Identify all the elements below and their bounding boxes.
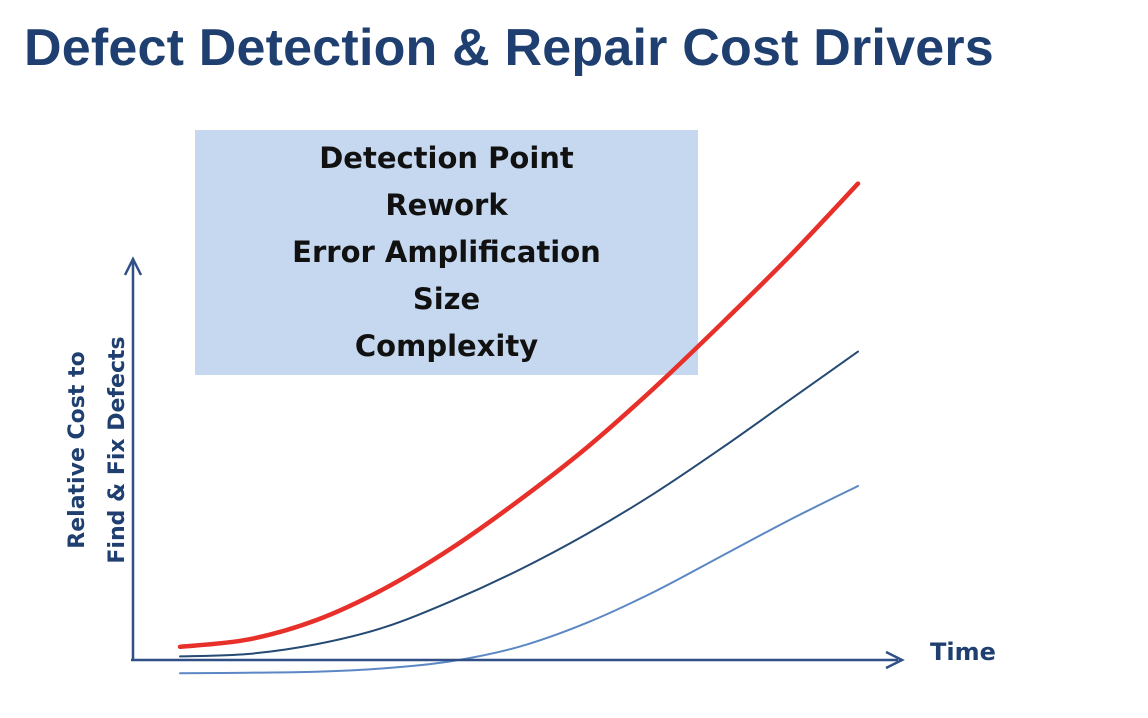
series-line-medium — [179, 350, 859, 658]
slide-title: Defect Detection & Repair Cost Drivers — [24, 19, 994, 77]
drivers-box: Detection Point Rework Error Amplificati… — [195, 130, 698, 375]
x-axis-label: Time — [930, 638, 996, 666]
driver-error-amplification: Error Amplification — [292, 235, 601, 269]
x-axis-arrow — [885, 650, 905, 670]
driver-complexity: Complexity — [354, 329, 539, 363]
y-axis-label-line-1: Relative Cost to — [65, 351, 90, 549]
series-line-low — [179, 485, 859, 675]
series-line-high — [177, 181, 861, 650]
y-axis-arrow — [123, 256, 143, 276]
y-axis-label-line-2: Find & Fix Defects — [105, 336, 130, 564]
drivers-box-background — [195, 130, 698, 375]
driver-rework: Rework — [385, 188, 508, 222]
y-axis-label: Relative Cost to Find & Fix Defects — [58, 330, 138, 570]
driver-size: Size — [412, 282, 481, 316]
driver-detection-point: Detection Point — [319, 141, 574, 175]
series-layer — [177, 181, 861, 675]
